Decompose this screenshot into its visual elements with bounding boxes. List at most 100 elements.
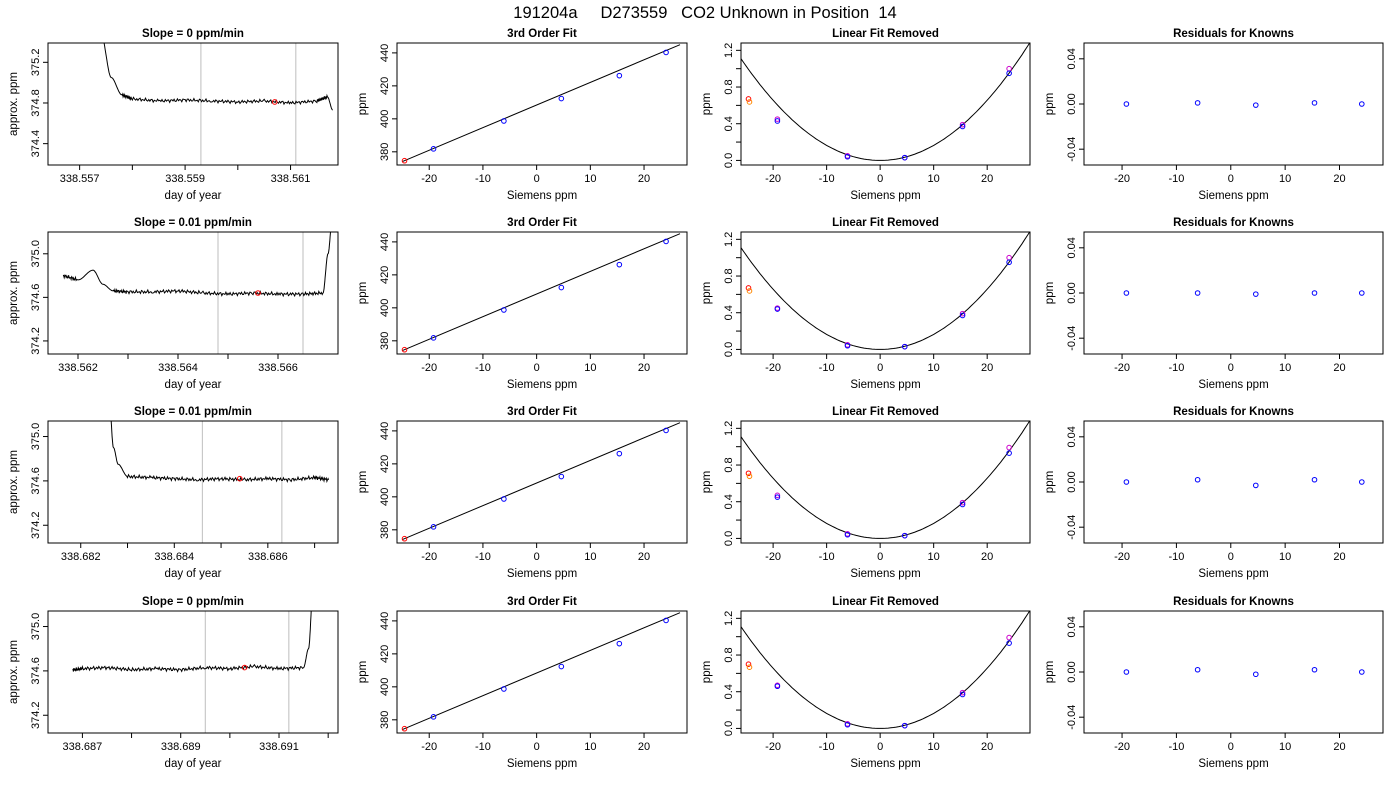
panel-title: 3rd Order Fit	[507, 596, 577, 608]
residual-point	[1123, 101, 1130, 107]
panel-r1-c3: Linear Fit Removed -20 -10 0 10 20 0.0 0.4 0.8 1.…	[701, 28, 1031, 202]
y-tick-label: 380	[379, 521, 391, 539]
known-point	[663, 427, 669, 434]
y-tick-label: 0.4	[723, 116, 735, 131]
x-tick-label: 10	[1279, 362, 1291, 374]
panel-r4-c2: 3rd Order Fit -20 -10 0 10 20 380 400 420 440 Siem…	[357, 596, 688, 770]
y-tick-label: 0.04	[1066, 237, 1078, 258]
plot-area	[62, 232, 332, 354]
x-tick-label: 338.559	[165, 173, 205, 185]
x-tick-label: -10	[475, 362, 491, 374]
y-tick-label: 0.4	[723, 494, 735, 509]
fit-line	[402, 612, 681, 730]
known-point	[959, 123, 966, 130]
plot-area	[1123, 100, 1365, 108]
residual-point	[1311, 666, 1318, 673]
x-tick-label: 10	[928, 551, 940, 563]
plot-area	[741, 421, 1030, 539]
y-tick-label: 0.8	[723, 268, 735, 283]
unknown-point	[745, 285, 752, 291]
fit-line	[402, 422, 681, 540]
x-tick-label: 20	[1333, 551, 1345, 563]
x-tick-label: 10	[584, 551, 596, 563]
x-tick-label: -10	[1168, 741, 1184, 753]
y-tick-label: 0.04	[1066, 48, 1078, 69]
known-point	[616, 640, 623, 647]
plot-frame	[740, 420, 1031, 544]
reference-point	[959, 689, 966, 696]
y-tick-label: 0.0	[723, 153, 735, 168]
x-tick-label: 20	[638, 362, 650, 374]
x-tick-label: 0	[1228, 173, 1234, 185]
x-axis-label: Siemens ppm	[1198, 190, 1268, 202]
x-tick-label: 20	[1333, 173, 1345, 185]
y-tick-label: 0.00	[1066, 661, 1078, 682]
reference-point	[1006, 444, 1012, 451]
residual-point	[1194, 100, 1201, 106]
known-point	[663, 617, 669, 624]
y-tick-label: 1.2	[723, 611, 735, 626]
unknown-point	[746, 288, 753, 294]
fit-curve	[741, 421, 1030, 539]
x-tick-label: 338.561	[271, 173, 311, 185]
x-tick-label: -10	[1168, 173, 1184, 185]
y-tick-label: 440	[379, 612, 391, 630]
known-point	[1006, 640, 1012, 646]
x-tick-label: 20	[638, 741, 650, 753]
panel-title: Linear Fit Removed	[832, 28, 939, 40]
y-tick-label: 374.6	[30, 284, 42, 312]
x-tick-label: 0	[877, 362, 883, 374]
known-point	[558, 95, 565, 102]
ppm-trace	[62, 232, 332, 298]
known-point	[959, 501, 966, 508]
known-point	[616, 72, 623, 79]
known-point	[501, 307, 507, 313]
unknown-point	[401, 157, 408, 164]
unknown-average-marker	[255, 290, 261, 296]
known-point	[1006, 70, 1012, 77]
x-tick-label: -20	[765, 551, 781, 563]
panel-title: Linear Fit Removed	[832, 217, 939, 229]
x-tick-label: 20	[981, 741, 993, 753]
panel-title: 3rd Order Fit	[507, 28, 577, 40]
known-point	[501, 686, 507, 692]
unknown-point	[746, 473, 753, 480]
x-axis-label: Siemens ppm	[850, 379, 920, 391]
x-tick-label: 338.684	[154, 551, 194, 563]
known-point	[844, 153, 851, 160]
x-tick-label: 338.566	[258, 362, 298, 374]
known-point	[901, 532, 908, 539]
known-point	[901, 343, 908, 350]
plot-area	[103, 43, 333, 165]
residual-point	[1252, 482, 1259, 489]
x-tick-label: 0	[877, 173, 883, 185]
panel-title: Slope = 0 ppm/min	[142, 596, 244, 608]
y-tick-label: 0.0	[723, 531, 735, 546]
plot-frame	[740, 610, 1031, 734]
panel-r2-c3: Linear Fit Removed -20 -10 0 10 20 0.0 0.4 0.8 1.…	[701, 217, 1031, 391]
known-point	[774, 683, 781, 690]
reference-point	[959, 310, 966, 317]
fit-curve	[741, 43, 1030, 161]
residual-point	[1311, 476, 1318, 483]
ppm-trace	[72, 611, 312, 673]
residual-point	[1123, 290, 1130, 296]
unknown-average-marker	[241, 664, 248, 671]
y-tick-label: 400	[379, 488, 391, 506]
x-tick-label: -20	[765, 173, 781, 185]
plot-area	[401, 612, 681, 732]
x-axis-label: Siemens ppm	[1198, 568, 1268, 580]
panel-r4-c4: Residuals for Knowns -20 -10 0 10 20 -0.04 0.00…	[1044, 596, 1384, 770]
residual-point	[1123, 669, 1130, 675]
known-point	[844, 721, 851, 728]
x-tick-label: 338.682	[61, 551, 101, 563]
residual-point	[1311, 100, 1318, 106]
x-tick-label: -20	[421, 173, 437, 185]
x-tick-label: 10	[1279, 551, 1291, 563]
x-tick-label: 10	[928, 362, 940, 374]
x-tick-label: 0	[1228, 551, 1234, 563]
plot-area	[741, 43, 1030, 161]
panel-title: Residuals for Knowns	[1173, 406, 1294, 418]
residual-point	[1252, 671, 1259, 678]
y-axis-label: ppm	[357, 661, 369, 683]
